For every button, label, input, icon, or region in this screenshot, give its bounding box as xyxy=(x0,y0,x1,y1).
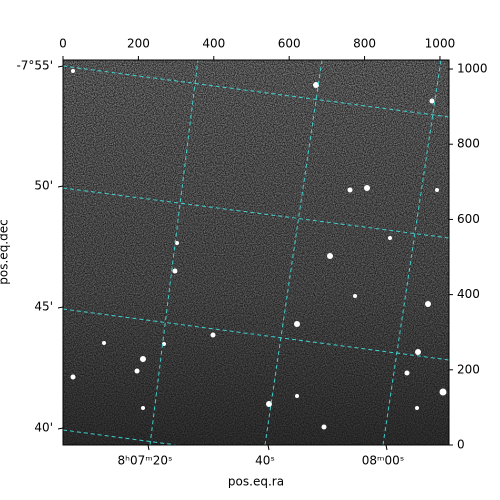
stars xyxy=(70,69,447,430)
ra-tick-label: 08ᵐ00ˢ xyxy=(362,454,405,468)
dec-tick-label: 50' xyxy=(34,179,53,193)
ra-tick xyxy=(267,444,270,451)
x-tick-label: 800 xyxy=(353,37,376,51)
y-tick-label: 0 xyxy=(457,438,465,452)
x-tick-label: 1000 xyxy=(425,37,456,51)
plot-frame xyxy=(62,59,450,446)
y-tick-label: 400 xyxy=(457,287,480,301)
dec-tick xyxy=(57,427,64,430)
dec-tick-label: 40' xyxy=(34,421,53,435)
y-tick-label: 600 xyxy=(457,212,480,226)
dec-tick-label: -7°55' xyxy=(16,59,53,73)
world-grid xyxy=(63,60,449,445)
x-tick-label: 400 xyxy=(202,37,225,51)
ra-tick xyxy=(385,444,388,451)
x-axis-label: pos.eq.ra xyxy=(228,475,284,489)
dec-tick xyxy=(57,185,64,188)
y-tick-label: 800 xyxy=(457,137,480,151)
ra-tick-label: 40ˢ xyxy=(255,454,275,468)
y-tick-label: 1000 xyxy=(457,62,488,76)
x-tick-label: 600 xyxy=(278,37,301,51)
dec-tick xyxy=(57,65,64,68)
dec-tick-label: 45' xyxy=(34,300,53,314)
ra-tick xyxy=(147,444,150,451)
dec-tick xyxy=(57,306,64,309)
ra-tick-label: 8ʰ07ᵐ20ˢ xyxy=(118,454,173,468)
y-tick-label: 200 xyxy=(457,362,480,376)
y-axis-label: pos.eq.dec xyxy=(0,219,11,284)
x-tick-label: 0 xyxy=(59,37,67,51)
x-tick-label: 200 xyxy=(127,37,150,51)
sky-image xyxy=(63,60,449,445)
